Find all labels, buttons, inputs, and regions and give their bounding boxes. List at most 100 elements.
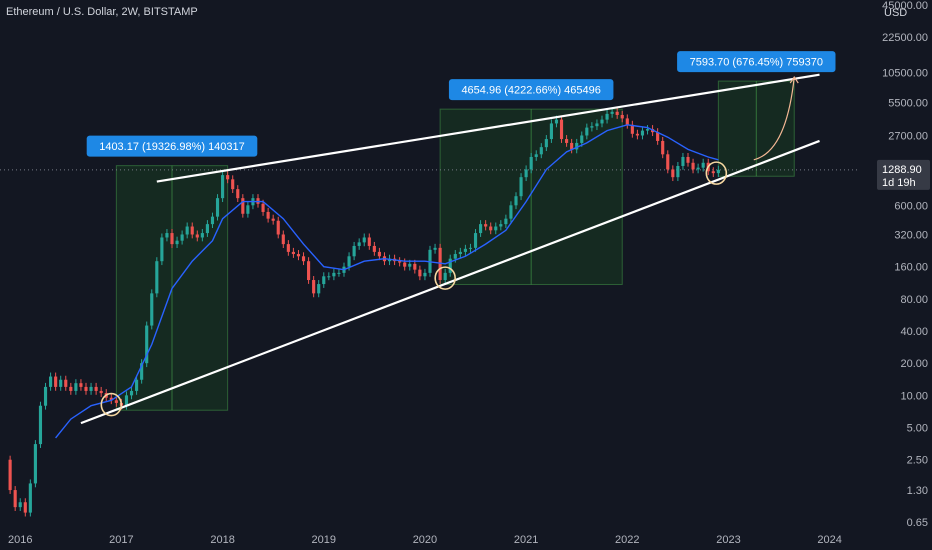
- candle: [180, 234, 184, 241]
- candle: [575, 142, 579, 150]
- candle: [165, 233, 169, 238]
- trendlines: [80, 73, 820, 425]
- moving-average-layer: [55, 124, 719, 439]
- moving-average-line: [55, 124, 719, 439]
- candle: [221, 175, 225, 199]
- candle: [307, 261, 311, 281]
- candle: [28, 483, 32, 513]
- candle: [271, 218, 275, 221]
- candle: [681, 156, 685, 166]
- projection-arrow-icon: [789, 76, 799, 84]
- candle: [276, 220, 280, 235]
- measure-callout-label-2: 7593.70 (676.45%) 759370: [690, 57, 823, 69]
- y-axis-unit: USD: [884, 7, 907, 19]
- touch-circle-1: [434, 266, 456, 290]
- candle: [241, 198, 245, 214]
- y-tick-label: 600.00: [894, 200, 928, 212]
- candle: [114, 400, 118, 403]
- candle: [504, 218, 508, 225]
- y-tick-label: 40.00: [900, 326, 928, 338]
- candle: [645, 129, 650, 131]
- y-tick-label: 5.00: [907, 423, 928, 435]
- y-tick-label: 5500.00: [888, 97, 928, 109]
- candle: [691, 162, 695, 170]
- candle: [585, 127, 589, 136]
- candle: [301, 256, 306, 262]
- candle: [332, 272, 336, 277]
- candle: [666, 154, 670, 170]
- candle: [357, 242, 361, 246]
- candle: [160, 237, 164, 262]
- candle: [686, 156, 690, 163]
- candle: [18, 502, 22, 508]
- candle: [175, 240, 179, 245]
- candle: [630, 124, 634, 134]
- candle: [489, 226, 493, 231]
- candle: [408, 263, 412, 267]
- measure-callout-1: [448, 79, 614, 101]
- y-tick-label: 320.00: [894, 229, 928, 241]
- candle: [484, 224, 488, 227]
- projection-layer: [753, 76, 799, 161]
- candle: [317, 284, 321, 294]
- candle: [494, 226, 498, 231]
- candle: [195, 234, 199, 238]
- candle: [413, 263, 417, 270]
- measure-callout-2: [677, 51, 836, 73]
- candle: [124, 395, 129, 406]
- candle: [79, 383, 83, 387]
- candle: [418, 269, 422, 277]
- candle: [200, 233, 204, 238]
- measure-zones: [115, 80, 795, 411]
- x-tick-label: 2018: [210, 534, 234, 546]
- candle: [94, 386, 98, 391]
- candle: [701, 162, 705, 168]
- candle: [38, 405, 43, 445]
- projection-curve: [753, 77, 795, 161]
- candle: [170, 233, 174, 245]
- candle: [549, 123, 553, 140]
- y-tick-label: 1.30: [907, 485, 928, 497]
- callouts: 1403.17 (19326.98%) 140317 4654.96 (4222.…: [86, 51, 836, 157]
- candle: [352, 245, 356, 257]
- candle: [443, 272, 447, 281]
- current-price-value: 1288.90: [882, 164, 922, 176]
- candle: [448, 258, 452, 273]
- candle: [625, 118, 629, 125]
- support-trendline: [80, 139, 820, 425]
- y-tick-label: 20.00: [900, 358, 928, 370]
- candle: [403, 262, 407, 267]
- candle: [423, 272, 427, 277]
- candle: [33, 444, 37, 484]
- candle: [296, 254, 301, 257]
- candle: [145, 325, 149, 364]
- y-tick-label: 160.00: [894, 262, 928, 274]
- candle: [463, 248, 467, 252]
- candle: [281, 234, 285, 245]
- candle: [499, 224, 503, 227]
- candle: [570, 142, 574, 150]
- candle: [398, 261, 402, 263]
- candle: [595, 123, 599, 127]
- candle: [514, 196, 518, 206]
- y-tick-label: 2700.00: [888, 130, 928, 142]
- candle: [69, 386, 73, 391]
- current-price-countdown: 1d 19h: [882, 177, 916, 189]
- y-tick-label: 10500.00: [882, 67, 928, 79]
- candle: [605, 113, 609, 120]
- x-tick-label: 2021: [514, 534, 538, 546]
- candle: [215, 198, 220, 217]
- candle: [261, 203, 265, 212]
- x-tick-label: 2019: [312, 534, 336, 546]
- candle: [84, 386, 88, 391]
- candle: [362, 237, 366, 243]
- x-tick-label: 2022: [615, 534, 639, 546]
- candle: [155, 261, 159, 294]
- candle: [519, 177, 523, 197]
- y-tick-label: 2.50: [907, 455, 928, 467]
- measure-callout-label-0: 1403.17 (19326.98%) 140317: [99, 141, 245, 153]
- candle: [610, 111, 614, 114]
- y-tick-label: 80.00: [900, 294, 928, 306]
- resistance-trendline: [156, 73, 820, 183]
